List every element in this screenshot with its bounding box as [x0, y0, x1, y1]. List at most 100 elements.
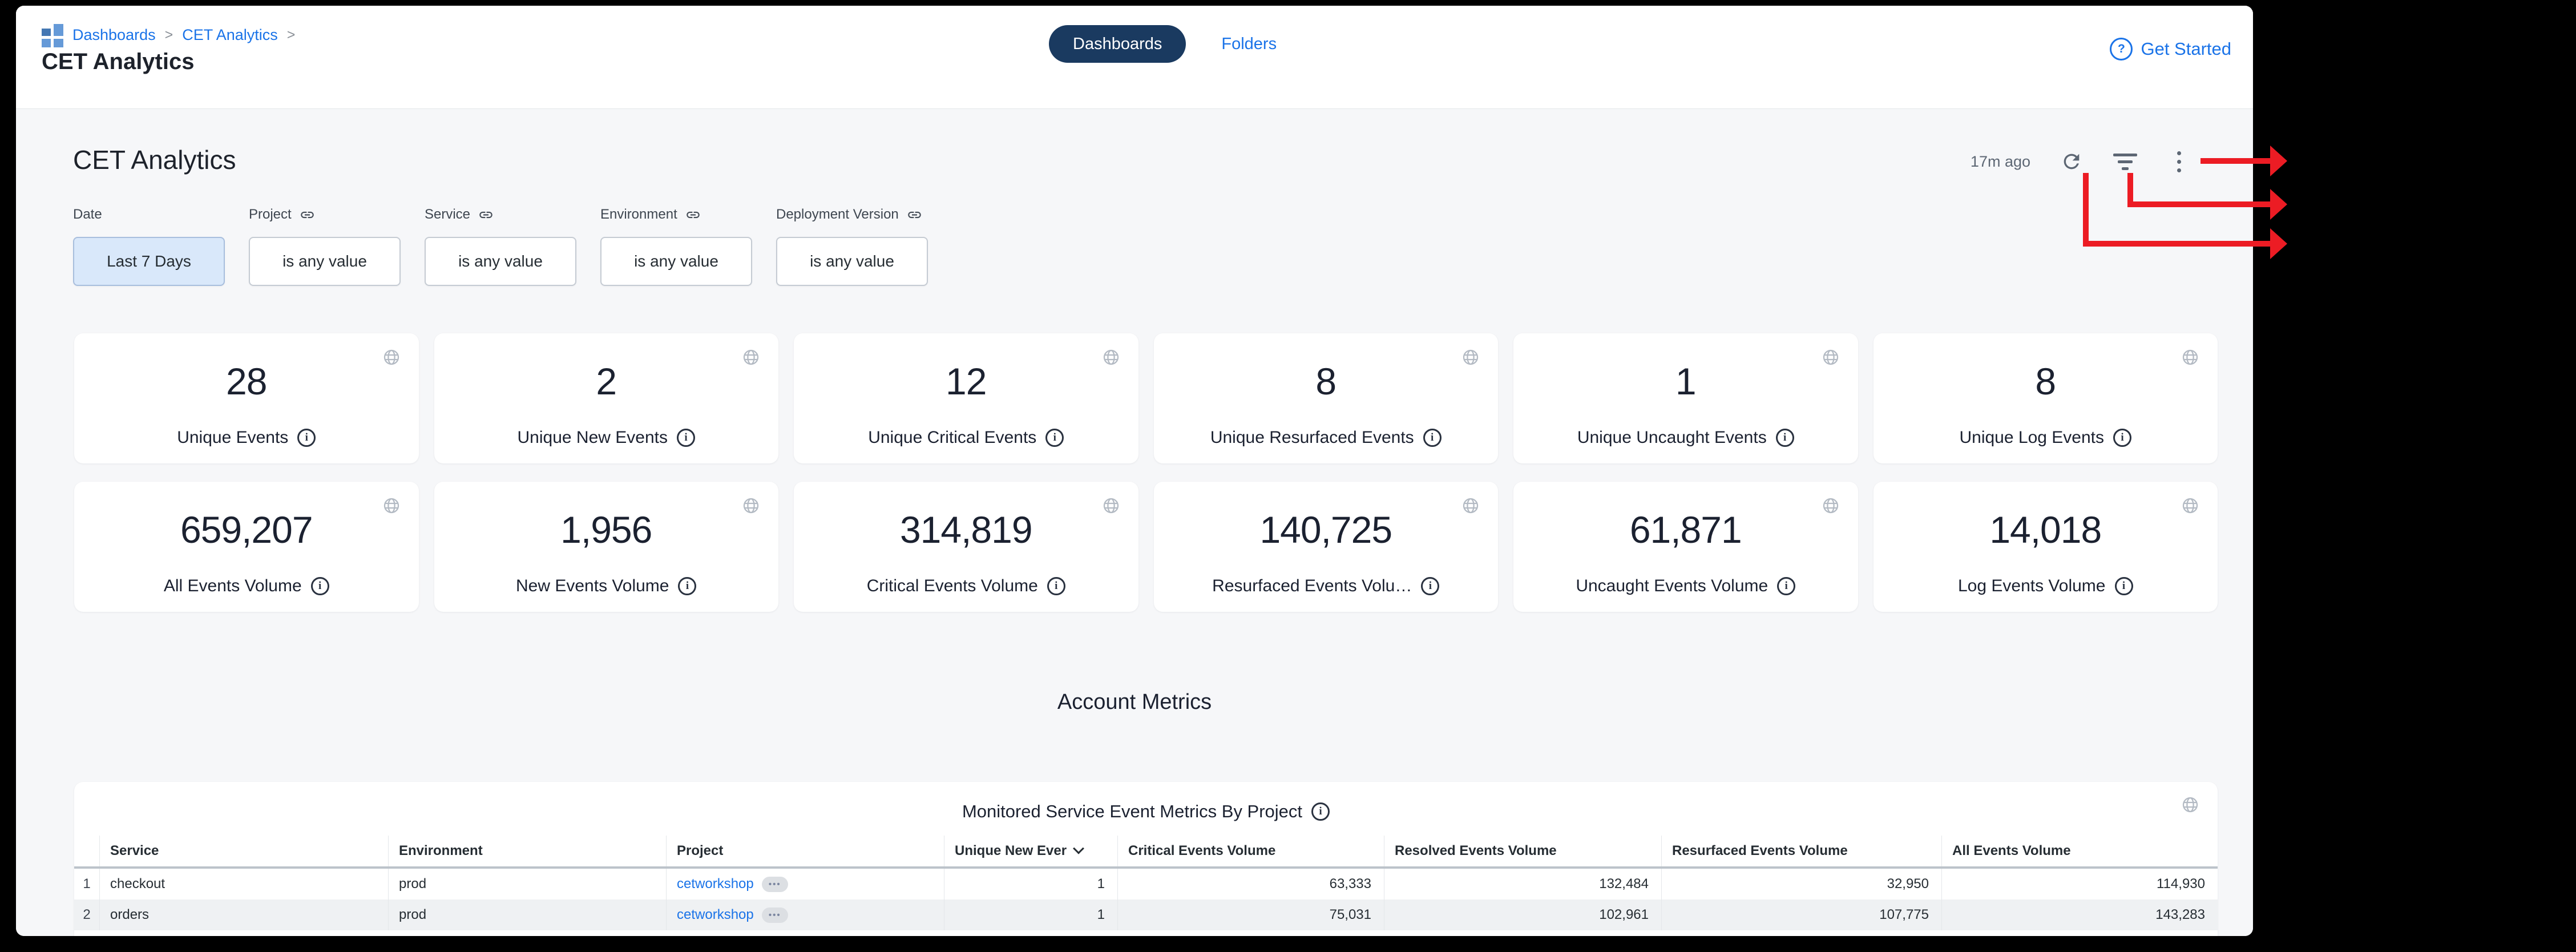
tile-unique-log-events: 8 Unique Log Events i: [1873, 333, 2218, 463]
tile-label: Critical Events Volume: [866, 576, 1038, 595]
info-icon[interactable]: i: [310, 577, 329, 595]
column-header-resolved-events-volume[interactable]: Resolved Events Volume: [1384, 836, 1661, 866]
filter-service-label: Service: [425, 207, 471, 222]
info-icon[interactable]: i: [1045, 429, 1064, 447]
page-title: CET Analytics: [42, 49, 195, 74]
section-heading-account-metrics: Account Metrics: [1057, 690, 1212, 714]
filter-icon[interactable]: [2113, 149, 2138, 174]
cell-service: orders: [99, 899, 388, 930]
cell-project: cetworkshop •••: [666, 869, 944, 899]
refresh-icon[interactable]: [2059, 149, 2084, 174]
info-icon[interactable]: i: [1775, 429, 1794, 447]
cell-all-events-volume: 143,283: [1941, 899, 2218, 930]
tile-unique-events: 28 Unique Events i: [74, 333, 419, 463]
tile-new-events-volume: 1,956 New Events Volume i: [434, 482, 778, 612]
filter-deployment-version-chip[interactable]: is any value: [776, 237, 928, 286]
info-icon[interactable]: i: [1311, 802, 1330, 821]
filter-project-label: Project: [249, 207, 292, 222]
table-title: Monitored Service Event Metrics By Proje…: [962, 801, 1303, 821]
filter-date: Date Last 7 Days: [73, 205, 225, 286]
annotation-arrow-filter-hline: [2127, 201, 2272, 207]
filter-environment-chip[interactable]: is any value: [600, 237, 752, 286]
column-header-service[interactable]: Service: [99, 836, 388, 866]
globe-icon: [1463, 498, 1479, 514]
column-header-resurfaced-events-volume[interactable]: Resurfaced Events Volume: [1661, 836, 1941, 866]
tile-uncaught-events-volume: 61,871 Uncaught Events Volume i: [1513, 482, 1858, 612]
globe-icon: [1103, 349, 1119, 365]
tile-label: Unique Resurfaced Events: [1210, 428, 1414, 447]
filter-date-chip[interactable]: Last 7 Days: [73, 237, 225, 286]
filter-service: Service is any value: [425, 205, 576, 286]
info-icon[interactable]: i: [2113, 429, 2131, 447]
link-icon: [908, 211, 921, 218]
info-icon[interactable]: i: [1047, 577, 1065, 595]
drill-menu-icon[interactable]: •••: [761, 877, 788, 893]
tile-label: Resurfaced Events Volu…: [1212, 576, 1412, 595]
tab-dashboards[interactable]: Dashboards: [1049, 25, 1186, 63]
kebab-menu-icon[interactable]: [2166, 149, 2191, 174]
tile-critical-events-volume: 314,819 Critical Events Volume i: [794, 482, 1138, 612]
tile-label: Unique Critical Events: [868, 428, 1037, 447]
get-started-button[interactable]: ? Get Started: [2110, 38, 2231, 60]
tile-unique-new-events: 2 Unique New Events i: [434, 333, 778, 463]
dashboard-title: CET Analytics: [73, 145, 236, 175]
filter-project-chip[interactable]: is any value: [249, 237, 401, 286]
column-header-unique-new-events[interactable]: Unique New Ever: [944, 836, 1117, 866]
cell-critical-events-volume: 75,031: [1117, 899, 1384, 930]
filter-bar: Date Last 7 Days Project is any value Se…: [73, 205, 928, 286]
drill-menu-icon[interactable]: •••: [761, 907, 788, 923]
column-header-all-events-volume[interactable]: All Events Volume: [1941, 836, 2218, 866]
info-icon[interactable]: i: [1777, 577, 1796, 595]
breadcrumb-separator: >: [286, 26, 296, 43]
tile-label: Unique Events: [177, 428, 289, 447]
row-number: 1: [83, 876, 91, 892]
tile-value: 659,207: [180, 509, 313, 551]
column-header-project[interactable]: Project: [666, 836, 944, 866]
tile-log-events-volume: 14,018 Log Events Volume i: [1873, 482, 2218, 612]
tile-unique-critical-events: 12 Unique Critical Events i: [794, 333, 1138, 463]
filter-date-label: Date: [73, 207, 102, 222]
globe-icon: [1463, 349, 1479, 365]
tile-value: 61,871: [1629, 509, 1742, 551]
cell-unique-new-events: 1: [944, 899, 1117, 930]
tile-label: Unique Uncaught Events: [1577, 428, 1767, 447]
tile-unique-resurfaced-events: 8 Unique Resurfaced Events i: [1153, 333, 1498, 463]
column-header-environment[interactable]: Environment: [388, 836, 666, 866]
tile-label: Unique Log Events: [1959, 428, 2104, 447]
globe-icon: [1103, 498, 1119, 514]
tile-value: 1,956: [560, 509, 652, 551]
dashboard-actions: 17m ago: [1971, 147, 2191, 176]
info-icon[interactable]: i: [1421, 577, 1440, 595]
breadcrumb: Dashboards > CET Analytics >: [42, 24, 296, 47]
breadcrumb-cet-analytics-link[interactable]: CET Analytics: [182, 26, 278, 43]
info-icon[interactable]: i: [2114, 577, 2133, 595]
globe-icon: [743, 349, 759, 365]
info-icon[interactable]: i: [1423, 429, 1442, 447]
filter-project: Project is any value: [249, 205, 401, 286]
cell-resurfaced-events-volume: 107,775: [1661, 899, 1941, 930]
filter-service-chip[interactable]: is any value: [425, 237, 576, 286]
project-link[interactable]: cetworkshop: [677, 876, 754, 892]
tile-value: 2: [596, 360, 617, 402]
cell-all-events-volume: 114,930: [1941, 869, 2218, 899]
tile-all-events-volume: 659,207 All Events Volume i: [74, 482, 419, 612]
dashboard-content: CET Analytics 17m ago Date Last 7 Days P…: [16, 109, 2253, 936]
info-icon[interactable]: i: [678, 577, 697, 595]
cell-environment: prod: [388, 869, 666, 899]
tab-folders[interactable]: Folders: [1221, 34, 1277, 53]
get-started-label: Get Started: [2141, 39, 2231, 59]
table-row: 1 checkout prod cetworkshop ••• 1 63,333 …: [74, 869, 2218, 899]
project-link[interactable]: cetworkshop: [677, 907, 754, 922]
globe-icon: [2182, 498, 2198, 514]
row-number: 2: [83, 907, 91, 922]
tile-label: Unique New Events: [517, 428, 668, 447]
info-icon[interactable]: i: [297, 429, 316, 447]
info-icon[interactable]: i: [676, 429, 695, 447]
globe-icon: [2182, 797, 2198, 813]
annotation-arrow-kebab-line: [2200, 158, 2272, 164]
tile-value: 140,725: [1259, 509, 1392, 551]
annotation-arrow-kebab-head: [2270, 146, 2287, 176]
breadcrumb-dashboards-link[interactable]: Dashboards: [72, 26, 156, 43]
column-header-critical-events-volume[interactable]: Critical Events Volume: [1117, 836, 1384, 866]
tile-value: 8: [1315, 360, 1337, 402]
